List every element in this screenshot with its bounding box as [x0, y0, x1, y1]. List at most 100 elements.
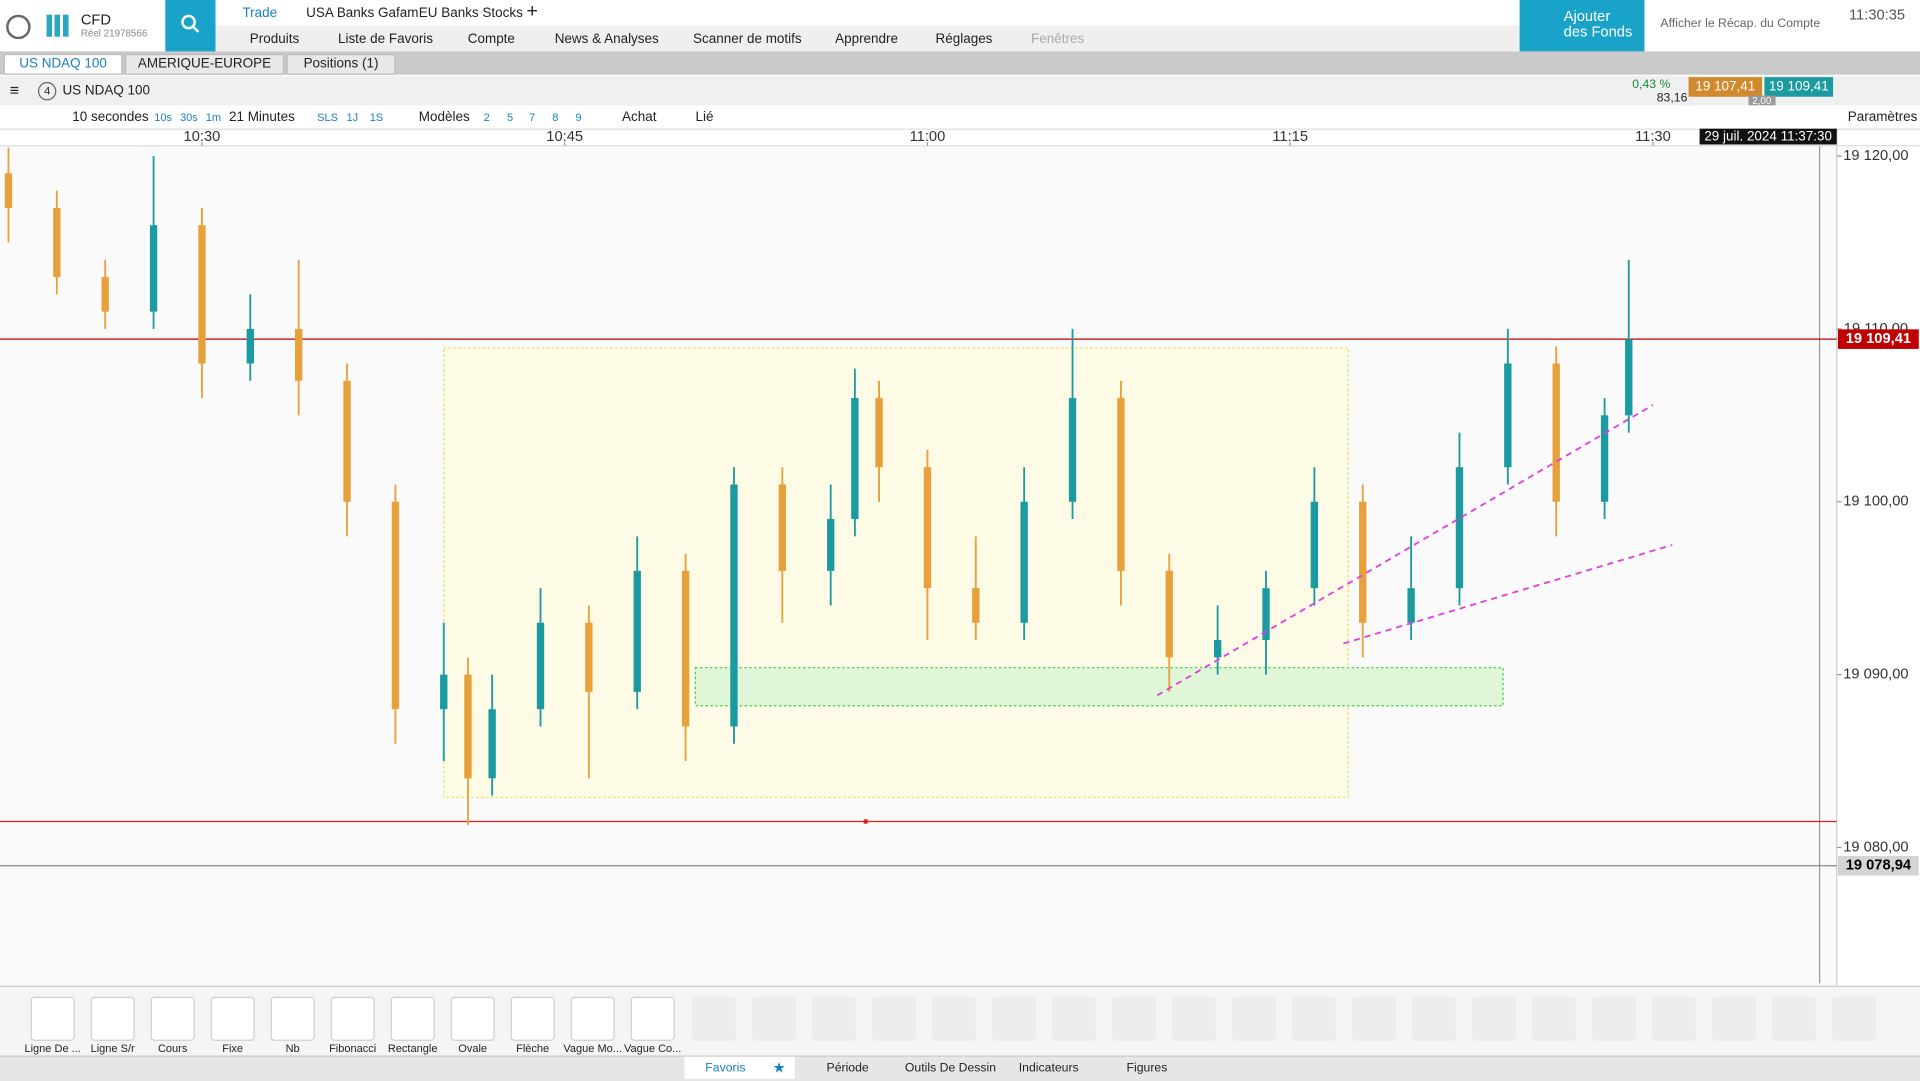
y-tick-label: 19 080,00 — [1843, 839, 1908, 855]
empty-tool-slot[interactable] — [1351, 996, 1396, 1041]
drawing-tool-label: Rectangle — [387, 1042, 438, 1055]
drawing-tool[interactable] — [30, 996, 75, 1041]
candle-body — [1504, 363, 1512, 468]
candle-body — [1359, 501, 1367, 623]
toolbar-item[interactable]: 10s — [154, 111, 173, 124]
empty-tool-slot[interactable] — [871, 996, 916, 1041]
toolbar-item[interactable]: 8 — [552, 111, 559, 124]
menu-icon[interactable]: ≡ — [9, 80, 20, 100]
nav-tab[interactable]: EU Banks Stocks — [418, 6, 523, 21]
empty-tool-slot[interactable] — [1051, 996, 1096, 1041]
ask[interactable]: 19 109,41 — [1764, 77, 1834, 97]
brand: CFD — [80, 11, 112, 29]
bottom-tab[interactable]: Indicateurs — [1018, 1061, 1079, 1076]
menu-item[interactable]: Produits — [249, 31, 300, 47]
drawing-tool[interactable] — [570, 996, 615, 1041]
menu-item[interactable]: Réglages — [935, 31, 993, 47]
workspace-tab[interactable]: US NDAQ 100 — [3, 53, 123, 75]
funds-button[interactable] — [1519, 0, 1645, 52]
link-index[interactable]: 4 — [37, 82, 57, 101]
toolbar-item[interactable]: Achat — [622, 110, 657, 125]
toolbar-item[interactable]: 10 secondes — [72, 110, 149, 125]
toolbar-item[interactable]: 5 — [506, 111, 514, 124]
empty-tool-slot[interactable] — [811, 996, 856, 1041]
drawing-tool[interactable] — [270, 996, 315, 1041]
empty-tool-slot[interactable] — [1231, 996, 1276, 1041]
candle-body — [246, 328, 254, 364]
empty-tool-slot[interactable] — [1711, 996, 1756, 1041]
empty-tool-slot[interactable] — [991, 996, 1036, 1041]
drawing-tool[interactable] — [510, 996, 555, 1041]
empty-tool-slot[interactable] — [751, 996, 796, 1041]
toolbar-item[interactable]: Lié — [695, 110, 714, 125]
nav-tab[interactable]: USA Banks Gafam — [306, 6, 419, 21]
empty-tool-slot[interactable] — [1531, 996, 1576, 1041]
menu-item[interactable]: Compte — [467, 31, 515, 47]
empty-tool-slot[interactable] — [1831, 996, 1876, 1041]
toolbar-item[interactable]: 7 — [528, 111, 536, 124]
toolbar-item[interactable]: 2 — [483, 111, 490, 124]
drawing-tool-label: Nb — [285, 1042, 300, 1055]
nav-tab[interactable]: Trade — [242, 6, 278, 21]
funds-label[interactable]: Ajouter des Fonds — [1563, 7, 1633, 41]
bottom-tab[interactable]: Favoris — [705, 1061, 746, 1076]
empty-tool-slot[interactable] — [1411, 996, 1456, 1041]
toolbar-item[interactable]: 1S — [369, 111, 384, 124]
toolbar-item[interactable]: 1J — [346, 111, 359, 124]
menu-item[interactable]: Scanner de motifs — [693, 31, 802, 47]
y-tick-label: 19 090,00 — [1843, 666, 1908, 682]
bid[interactable]: 19 107,41 — [1688, 77, 1763, 97]
drawing-tool[interactable] — [450, 996, 495, 1041]
empty-tool-slot[interactable] — [931, 996, 976, 1041]
x-tick-label: 10:30 — [184, 129, 221, 145]
workspace-tab[interactable]: Positions (1) — [286, 53, 396, 75]
menu-item[interactable]: Liste de Favoris — [337, 31, 434, 47]
toolbar-item[interactable]: 30s — [180, 111, 198, 124]
drawing-tool[interactable] — [210, 996, 255, 1041]
workspace-tab[interactable]: AMERIQUE-EUROPE — [124, 53, 285, 75]
menu-item[interactable]: Apprendre — [835, 31, 899, 47]
price-label-box — [1837, 329, 1919, 349]
drawing-tool[interactable] — [390, 996, 435, 1041]
bottom-tab[interactable]: Outils De Dessin — [904, 1061, 997, 1076]
candle-body — [294, 328, 303, 381]
candle-body — [1310, 501, 1319, 589]
empty-tool-slot[interactable] — [1771, 996, 1816, 1041]
drawing-tool[interactable] — [630, 996, 675, 1041]
empty-tool-slot[interactable] — [1471, 996, 1516, 1041]
date-label: 29 juil. 2024 11:37:30 — [1704, 129, 1832, 144]
drawing-tool-label: Vague Co... — [623, 1042, 682, 1055]
candle-body — [536, 622, 545, 710]
toolbar-item[interactable]: 1m — [205, 111, 222, 124]
menu-item[interactable]: Fenêtres — [1031, 31, 1085, 47]
toolbar-item[interactable]: Paramètres — [1847, 110, 1918, 125]
toolbar-item[interactable]: SLS — [317, 111, 338, 124]
bottom-tab[interactable]: Figures — [1126, 1061, 1168, 1076]
empty-tool-slot[interactable] — [1651, 996, 1696, 1041]
user-icon[interactable] — [6, 14, 31, 40]
add-tab[interactable]: + — [526, 1, 538, 23]
menu-item[interactable]: News & Analyses — [554, 31, 659, 47]
drawing-tool[interactable] — [330, 996, 375, 1041]
empty-tool-slot[interactable] — [1171, 996, 1216, 1041]
change-pct: 0,43 % — [1632, 78, 1671, 92]
drawing-tool[interactable] — [150, 996, 195, 1041]
summary-link[interactable]: Afficher le Récap. du Compte — [1660, 17, 1821, 31]
bottom-tab[interactable]: Période — [826, 1061, 869, 1076]
menu-bar — [215, 25, 1520, 52]
toolbar-item[interactable]: 21 Minutes — [228, 110, 295, 125]
empty-tool-slot[interactable] — [691, 996, 736, 1041]
toolbar-item[interactable]: Modèles — [418, 110, 470, 125]
candle-body — [464, 674, 472, 779]
change: 83,16 — [1656, 91, 1688, 106]
search-button[interactable] — [165, 0, 216, 52]
instrument-name: US NDAQ 100 — [62, 83, 151, 98]
empty-tool-slot[interactable] — [1291, 996, 1336, 1041]
candle-body — [149, 225, 158, 312]
empty-tool-slot[interactable] — [1591, 996, 1636, 1041]
drawing-tool[interactable] — [90, 996, 135, 1041]
empty-tool-slot[interactable] — [1111, 996, 1156, 1041]
star-icon[interactable]: ★ — [772, 1059, 786, 1077]
toolbar-item[interactable]: 9 — [575, 111, 582, 124]
